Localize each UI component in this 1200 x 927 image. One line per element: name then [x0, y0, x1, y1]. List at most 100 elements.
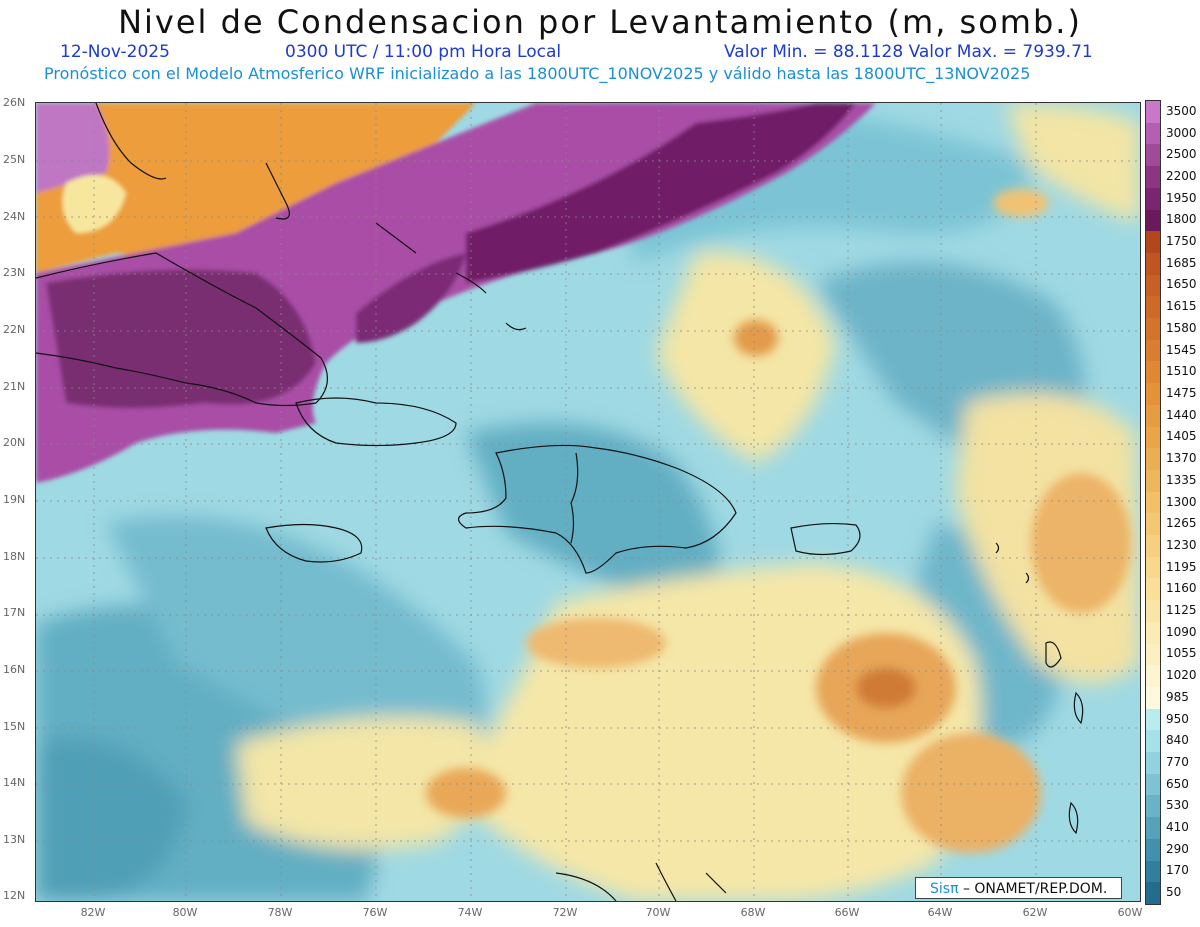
colorbar-label: 1510	[1166, 364, 1197, 379]
min-max-values: Valor Min. = 88.1128 Valor Max. = 7939.7…	[724, 42, 1093, 62]
colorbar-swatch	[1146, 838, 1160, 862]
lat-label: 17N	[3, 606, 26, 619]
colorbar-swatch	[1146, 882, 1160, 905]
lat-label: 25N	[3, 153, 26, 166]
colorbar-label: 1265	[1166, 516, 1197, 531]
colorbar-swatch	[1146, 318, 1160, 341]
colorbar-swatch	[1146, 730, 1160, 753]
lon-label: 76W	[362, 906, 388, 919]
colorbar-swatch	[1146, 144, 1160, 167]
lon-label: 62W	[1022, 906, 1048, 919]
colorbar-swatch	[1146, 469, 1160, 493]
colorbar-label: 290	[1166, 841, 1189, 856]
colorbar-label: 3000	[1166, 125, 1197, 140]
colorbar-label: 1300	[1166, 494, 1197, 509]
colorbar-swatch	[1146, 122, 1160, 145]
lat-label: 24N	[3, 210, 26, 223]
colorbar-swatch	[1146, 643, 1160, 666]
colorbar-label: 985	[1166, 689, 1189, 704]
colorbar-label: 1545	[1166, 342, 1197, 357]
colorbar-swatch	[1146, 426, 1160, 449]
lat-label: 22N	[3, 323, 26, 336]
colorbar-swatch	[1146, 361, 1160, 384]
colorbar	[1145, 100, 1161, 905]
colorbar-label: 1125	[1166, 603, 1197, 617]
colorbar-swatch	[1146, 491, 1160, 514]
lon-label: 72W	[552, 906, 578, 919]
colorbar-swatch	[1146, 752, 1160, 775]
colorbar-label: 3500	[1166, 103, 1197, 118]
weather-map	[35, 102, 1141, 902]
colorbar-swatch	[1146, 187, 1160, 210]
lon-label: 70W	[645, 906, 671, 919]
colorbar-swatch	[1146, 708, 1160, 731]
colorbar-label: 650	[1166, 776, 1189, 791]
colorbar-swatch	[1146, 860, 1160, 883]
colorbar-label: 950	[1166, 711, 1189, 726]
colorbar-swatch	[1146, 513, 1160, 536]
colorbar-swatch	[1146, 231, 1160, 254]
colorbar-label: 1650	[1166, 277, 1197, 292]
lon-label: 66W	[834, 906, 860, 919]
coastlines	[36, 103, 1084, 901]
forecast-date: 12-Nov-2025	[60, 42, 170, 62]
colorbar-label: 1195	[1166, 559, 1197, 574]
colorbar-swatch	[1146, 686, 1160, 710]
colorbar-swatch	[1146, 209, 1160, 232]
lcl-field	[36, 103, 1140, 901]
lon-label: 60W	[1117, 906, 1143, 919]
colorbar-label: 840	[1166, 733, 1189, 748]
colorbar-label: 1020	[1166, 668, 1197, 683]
lat-label: 15N	[3, 720, 26, 733]
colorbar-swatch	[1146, 252, 1160, 276]
colorbar-label: 1615	[1166, 299, 1197, 314]
colorbar-label: 1580	[1166, 320, 1197, 335]
colorbar-label: 530	[1166, 798, 1189, 813]
colorbar-label: 1750	[1166, 234, 1197, 249]
map-title: Nivel de Condensacion por Levantamiento …	[118, 3, 1082, 41]
colorbar-label: 1950	[1166, 190, 1197, 205]
lat-label: 23N	[3, 266, 26, 279]
colorbar-swatch	[1146, 448, 1160, 471]
colorbar-swatch	[1146, 404, 1160, 428]
colorbar-label: 1160	[1166, 581, 1197, 596]
lat-label: 13N	[3, 833, 26, 846]
colorbar-label: 1090	[1166, 624, 1197, 639]
colorbar-label: 770	[1166, 754, 1189, 769]
colorbar-label: 1475	[1166, 385, 1197, 400]
colorbar-swatch	[1146, 274, 1160, 297]
lat-label: 18N	[3, 550, 26, 563]
lat-label: 12N	[3, 889, 26, 902]
colorbar-label: 1370	[1166, 451, 1197, 466]
lon-label: 64W	[927, 906, 953, 919]
colorbar-swatch	[1146, 600, 1160, 623]
colorbar-swatch	[1146, 795, 1160, 818]
lat-label: 14N	[3, 776, 26, 789]
colorbar-swatch	[1146, 296, 1160, 319]
colorbar-swatch	[1146, 166, 1160, 189]
colorbar-label: 1230	[1166, 537, 1197, 552]
lon-label: 82W	[80, 906, 106, 919]
colorbar-label: 1800	[1166, 212, 1197, 227]
colorbar-label: 1405	[1166, 429, 1197, 444]
colorbar-swatch	[1146, 101, 1160, 124]
colorbar-swatch	[1146, 621, 1160, 645]
organization-text: – ONAMET/REP.DOM.	[962, 881, 1108, 897]
lon-label: 74W	[457, 906, 483, 919]
colorbar-swatch	[1146, 773, 1160, 796]
lon-label: 80W	[172, 906, 198, 919]
lon-label: 78W	[267, 906, 293, 919]
colorbar-label: 1685	[1166, 255, 1197, 270]
forecast-time: 0300 UTC / 11:00 pm Hora Local	[285, 42, 562, 62]
model-subtitle: Pronóstico con el Modelo Atmosferico WRF…	[44, 64, 1031, 83]
lat-label: 26N	[3, 96, 26, 109]
lat-label: 19N	[3, 493, 26, 506]
colorbar-label: 2500	[1166, 147, 1197, 162]
lat-label: 16N	[3, 663, 26, 676]
colorbar-swatch	[1146, 665, 1160, 688]
colorbar-swatch	[1146, 556, 1160, 579]
colorbar-label: 1440	[1166, 407, 1197, 422]
colorbar-swatch	[1146, 339, 1160, 362]
colorbar-swatch	[1146, 578, 1160, 601]
colorbar-label: 1055	[1166, 646, 1197, 661]
